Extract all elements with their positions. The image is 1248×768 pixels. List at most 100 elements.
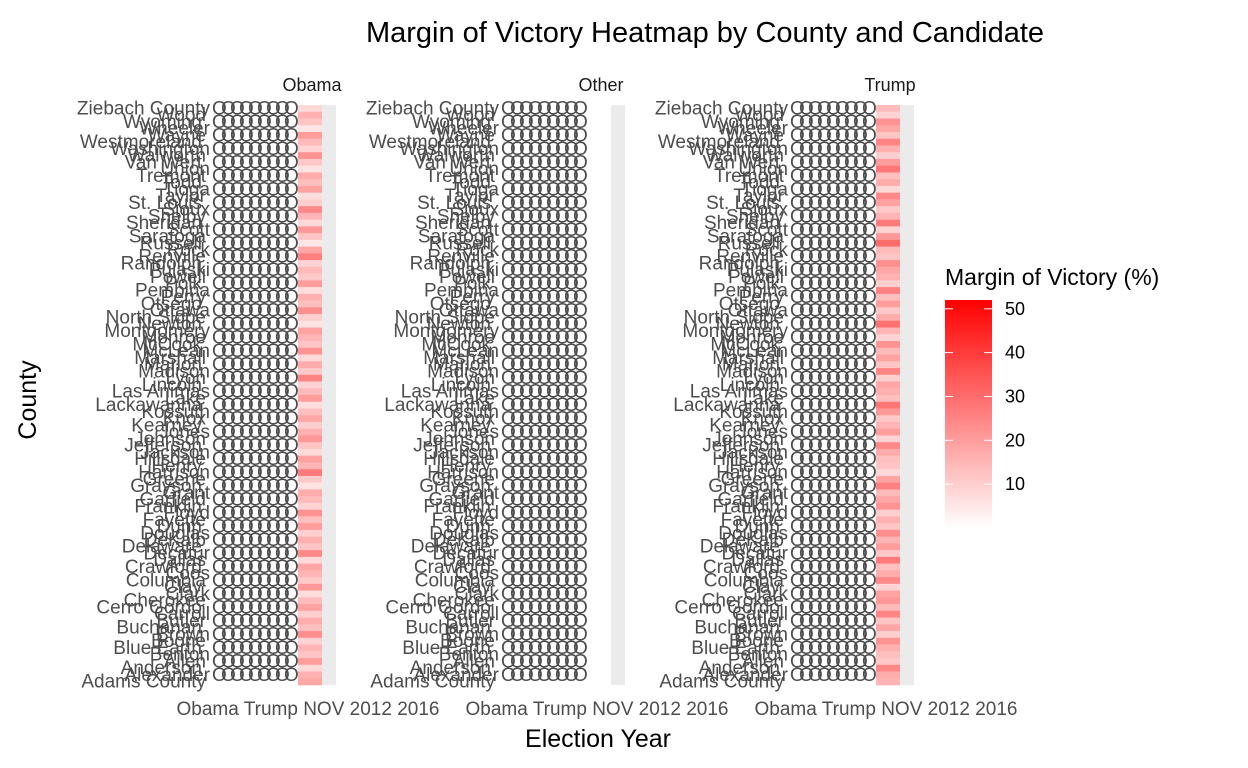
heat-tile [587, 138, 611, 146]
county-tick-overflow: O [790, 651, 805, 672]
county-tick-overflow: O [510, 355, 525, 376]
county-tick-overflow: O [239, 220, 254, 241]
county-tick-overflow: O [808, 112, 823, 133]
county-tick-overflow: O [826, 436, 841, 457]
county-tick-overflow: O [257, 557, 272, 578]
heat-tile [587, 678, 611, 686]
county-tick-overflow: O [573, 274, 588, 295]
heat-tile [298, 583, 322, 591]
heat-tile [876, 401, 900, 409]
county-tick-overflow: O [546, 395, 561, 416]
county-tick-overflow: O [519, 571, 534, 592]
county-tick-overflow: O [221, 449, 236, 470]
county-tick-overflow: O [844, 395, 859, 416]
heat-tile [876, 206, 900, 214]
heat-tile [876, 617, 900, 625]
county-tick-overflow: O [248, 193, 263, 214]
heat-tile [298, 651, 322, 659]
county-tick-overflow: O [790, 301, 805, 322]
county-tick-overflow: O [862, 112, 877, 133]
county-tick-label: Lackawanna [95, 395, 202, 416]
county-tick-overflow: O [564, 247, 579, 268]
county-tick-label: Pembina [424, 281, 499, 302]
heat-tile [587, 556, 611, 564]
county-tick-overflow: O [519, 341, 534, 362]
county-tick-overflow: O [501, 557, 516, 578]
county-tick-overflow: O [790, 179, 805, 200]
county-tick-overflow: O [555, 476, 570, 497]
county-tick-overflow: O [284, 382, 299, 403]
county-tick-overflow: O [510, 274, 525, 295]
heat-tile [298, 658, 322, 666]
county-tick-label: Jackson [718, 442, 788, 463]
county-tick-overflow: O [257, 139, 272, 160]
county-tick-overflow: O [510, 571, 525, 592]
county-tick-overflow: O [248, 233, 263, 254]
county-tick-overflow: O [799, 274, 814, 295]
county-tick-overflow: O [817, 206, 832, 227]
county-tick-label: Clark [166, 584, 211, 605]
county-tick-overflow: O [799, 179, 814, 200]
county-tick-overflow: O [573, 638, 588, 659]
county-tick-overflow: O [546, 571, 561, 592]
county-tick-overflow: O [230, 166, 245, 187]
county-tick-overflow: O [799, 651, 814, 672]
county-tick-overflow: O [510, 476, 525, 497]
county-tick-overflow: O [519, 422, 534, 443]
county-tick-overflow: O [835, 463, 850, 484]
county-tick-overflow: O [808, 206, 823, 227]
county-tick-overflow: O [510, 611, 525, 632]
county-tick-overflow: O [790, 287, 805, 308]
county-tick-overflow: O [799, 247, 814, 268]
county-tick-overflow: O [573, 179, 588, 200]
county-tick-label: Grayson [130, 476, 202, 497]
county-tick-label: Blue Earth [691, 638, 780, 659]
county-tick-overflow: O [790, 328, 805, 349]
county-tick-overflow: O [862, 98, 877, 119]
county-tick-overflow: O [835, 422, 850, 443]
county-tick-overflow: O [519, 301, 534, 322]
county-tick-overflow: O [266, 409, 281, 430]
county-tick-overflow: O [853, 503, 868, 524]
county-tick-label: Ziebach County [655, 98, 789, 119]
heat-tile [587, 651, 611, 659]
county-tick-overflow: O [844, 476, 859, 497]
county-tick-label: Boone [729, 631, 784, 652]
heat-tile [587, 287, 611, 295]
county-tick-label: Tremont [136, 166, 207, 187]
county-tick-overflow: O [844, 287, 859, 308]
heat-tile [876, 145, 900, 153]
county-tick-overflow: O [239, 179, 254, 200]
county-tick-overflow: O [844, 301, 859, 322]
county-tick-overflow: O [835, 409, 850, 430]
heat-tile [876, 489, 900, 497]
county-tick-overflow: O [564, 328, 579, 349]
heat-tile [876, 590, 900, 598]
county-tick-overflow: O [862, 463, 877, 484]
county-tick-overflow: O [835, 517, 850, 538]
county-tick-overflow: O [862, 651, 877, 672]
county-tick-label: Knox [163, 409, 207, 430]
county-tick-overflow: O [519, 260, 534, 281]
heat-tile [587, 307, 611, 315]
heat-tile [298, 536, 322, 544]
county-tick-overflow: O [221, 571, 236, 592]
county-tick-overflow: O [853, 179, 868, 200]
county-tick-overflow: O [248, 463, 263, 484]
county-tick-overflow: O [835, 503, 850, 524]
county-tick-overflow: O [790, 382, 805, 403]
county-tick-overflow: O [239, 557, 254, 578]
county-tick-overflow: O [257, 112, 272, 133]
county-tick-overflow: O [564, 463, 579, 484]
county-tick-overflow: O [284, 274, 299, 295]
county-tick-overflow: O [248, 206, 263, 227]
county-tick-overflow: O [564, 638, 579, 659]
county-tick-overflow: O [510, 449, 525, 470]
county-tick-overflow: O [564, 287, 579, 308]
x-tick-label: Obama Trump NOV 2012 2016 [755, 699, 1018, 720]
county-tick-label: Floyd [164, 503, 210, 524]
county-tick-overflow: O [230, 544, 245, 565]
county-tick-label: Saratoga [418, 227, 496, 248]
county-tick-overflow: O [230, 517, 245, 538]
county-tick-overflow: O [808, 557, 823, 578]
